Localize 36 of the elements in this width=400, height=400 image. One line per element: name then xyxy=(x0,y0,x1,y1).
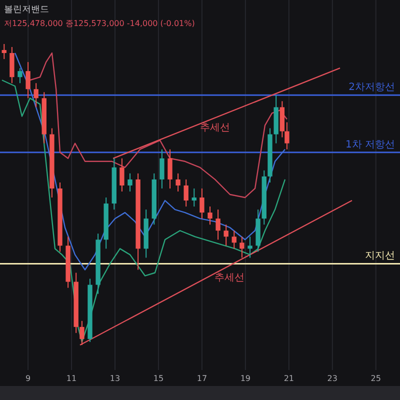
x-tick-label: 25 xyxy=(370,374,381,383)
candlestick xyxy=(216,209,220,240)
candlestick xyxy=(240,236,244,258)
x-tick-label: 19 xyxy=(240,374,251,383)
series-label: 추세선 xyxy=(200,122,230,134)
x-tick-label: 9 xyxy=(25,374,31,383)
series-label: 추세선 xyxy=(214,272,245,284)
candlestick xyxy=(284,122,290,150)
x-tick-label: 23 xyxy=(327,374,338,383)
ref-line-label: 2차저항선 xyxy=(348,82,395,94)
candlestick xyxy=(232,230,236,250)
candlestick xyxy=(128,172,132,192)
chart-title: 볼린저밴드 xyxy=(4,5,49,15)
ref-line-label: 1차 저항선 xyxy=(345,139,395,150)
candlestick xyxy=(208,206,212,226)
candlestick xyxy=(192,188,196,208)
chart-subtitle: 저125,478,000 종125,573,000 -14,000 (-0.01%) xyxy=(4,19,195,28)
x-tick-label: 21 xyxy=(284,374,294,383)
ref-line-label: 지지선 xyxy=(365,250,395,262)
candlestick xyxy=(176,172,180,192)
x-tick-label: 17 xyxy=(196,374,208,383)
x-tick-label: 15 xyxy=(153,374,164,383)
candlestick xyxy=(224,224,228,246)
x-tick-label: 11 xyxy=(66,374,77,383)
candlestick xyxy=(2,44,6,60)
candlestick xyxy=(18,68,22,84)
candlestick xyxy=(200,188,204,220)
candlestick xyxy=(120,158,124,192)
x-tick-label: 13 xyxy=(110,374,120,383)
candlestick xyxy=(168,148,172,189)
candlestick xyxy=(80,320,84,346)
candlestick xyxy=(160,148,164,189)
candlestick xyxy=(26,62,30,99)
candlestick xyxy=(34,82,38,108)
candlestick xyxy=(184,178,188,208)
candlestick xyxy=(248,236,252,258)
